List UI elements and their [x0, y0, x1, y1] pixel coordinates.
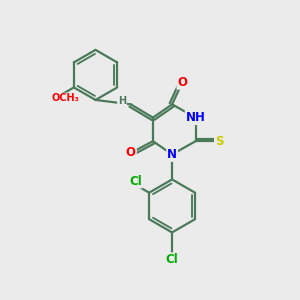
- Text: OCH₃: OCH₃: [52, 94, 80, 103]
- Text: O: O: [177, 76, 188, 89]
- Text: Cl: Cl: [166, 253, 178, 266]
- Text: NH: NH: [186, 111, 206, 124]
- Text: Cl: Cl: [129, 175, 142, 188]
- Text: N: N: [167, 148, 177, 161]
- Text: O: O: [126, 146, 136, 159]
- Text: S: S: [215, 135, 224, 148]
- Text: H: H: [118, 96, 126, 106]
